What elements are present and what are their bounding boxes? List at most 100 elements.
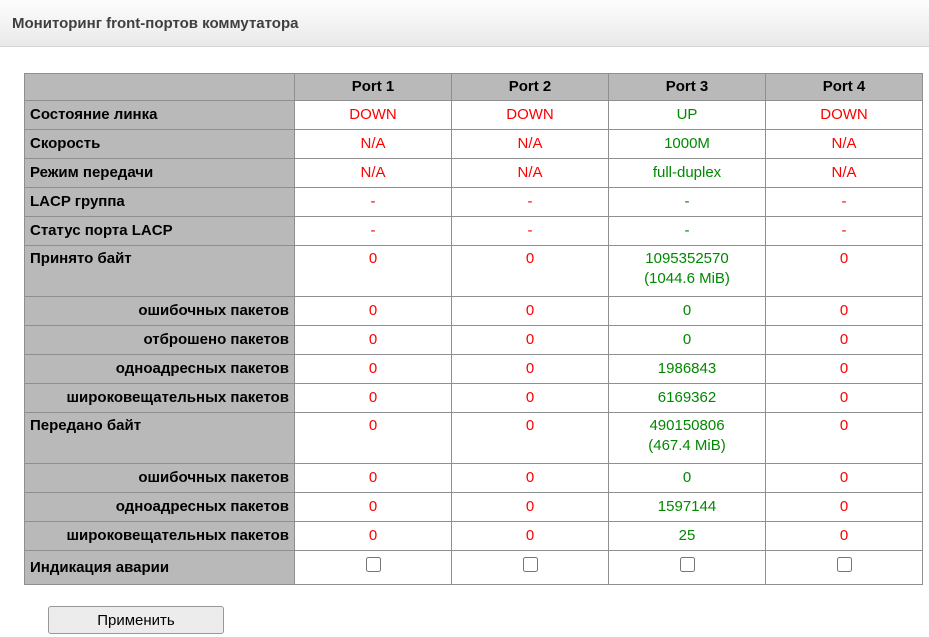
- rx-broadcast-port4: 0: [765, 383, 923, 413]
- table-row-link-state: Состояние линка DOWN DOWN UP DOWN: [24, 100, 923, 130]
- row-label-speed: Скорость: [24, 129, 295, 159]
- tx-bytes-port4: 0: [765, 412, 923, 464]
- tx-broadcast-port2: 0: [451, 521, 609, 551]
- table-row-duplex: Режим передачи N/A N/A full-duplex N/A: [24, 158, 923, 188]
- rx-broadcast-port3: 6169362: [608, 383, 766, 413]
- row-label-tx-error-packets: ошибочных пакетов: [24, 463, 295, 493]
- tx-errors-port4: 0: [765, 463, 923, 493]
- table-row-rx-dropped-packets: отброшено пакетов 0 0 0 0: [24, 325, 923, 355]
- alarm-cell-port1: [294, 550, 452, 585]
- rx-bytes-port2: 0: [451, 245, 609, 297]
- lacp-group-port2: -: [451, 187, 609, 217]
- speed-port4: N/A: [765, 129, 923, 159]
- speed-port1: N/A: [294, 129, 452, 159]
- duplex-port3: full-duplex: [608, 158, 766, 188]
- page-header: Мониторинг front-портов коммутатора: [0, 0, 929, 47]
- link-state-port1: DOWN: [294, 100, 452, 130]
- duplex-port2: N/A: [451, 158, 609, 188]
- row-label-lacp-group: LACP группа: [24, 187, 295, 217]
- tx-bytes-port1: 0: [294, 412, 452, 464]
- tx-broadcast-port1: 0: [294, 521, 452, 551]
- rx-errors-port2: 0: [451, 296, 609, 326]
- row-label-rx-unicast-packets: одноадресных пакетов: [24, 354, 295, 384]
- rx-dropped-port2: 0: [451, 325, 609, 355]
- lacp-status-port3: -: [608, 216, 766, 246]
- row-label-duplex: Режим передачи: [24, 158, 295, 188]
- table-row-rx-bytes: Принято байт 0 0 1095352570 (1044.6 MiB)…: [24, 245, 923, 297]
- lacp-group-port3: -: [608, 187, 766, 217]
- rx-errors-port1: 0: [294, 296, 452, 326]
- tx-errors-port2: 0: [451, 463, 609, 493]
- rx-broadcast-port1: 0: [294, 383, 452, 413]
- tx-broadcast-port4: 0: [765, 521, 923, 551]
- table-header-row: Port 1 Port 2 Port 3 Port 4: [24, 73, 923, 101]
- alarm-checkbox-port3[interactable]: [679, 557, 695, 572]
- table-row-tx-broadcast-packets: широковещательных пакетов 0 0 25 0: [24, 521, 923, 551]
- alarm-cell-port2: [451, 550, 609, 585]
- rx-unicast-port4: 0: [765, 354, 923, 384]
- row-label-link-state: Состояние линка: [24, 100, 295, 130]
- main-content: Port 1 Port 2 Port 3 Port 4 Состояние ли…: [0, 47, 929, 634]
- row-label-tx-broadcast-packets: широковещательных пакетов: [24, 521, 295, 551]
- duplex-port4: N/A: [765, 158, 923, 188]
- lacp-status-port4: -: [765, 216, 923, 246]
- table-row-rx-error-packets: ошибочных пакетов 0 0 0 0: [24, 296, 923, 326]
- rx-dropped-port1: 0: [294, 325, 452, 355]
- rx-bytes-port4: 0: [765, 245, 923, 297]
- rx-errors-port4: 0: [765, 296, 923, 326]
- table-row-tx-unicast-packets: одноадресных пакетов 0 0 1597144 0: [24, 492, 923, 522]
- tx-errors-port3: 0: [608, 463, 766, 493]
- table-row-rx-broadcast-packets: широковещательных пакетов 0 0 6169362 0: [24, 383, 923, 413]
- port2-header: Port 2: [451, 73, 609, 101]
- link-state-port3: UP: [608, 100, 766, 130]
- table-row-tx-bytes: Передано байт 0 0 490150806 (467.4 MiB) …: [24, 412, 923, 464]
- rx-bytes-port1: 0: [294, 245, 452, 297]
- tx-unicast-port4: 0: [765, 492, 923, 522]
- alarm-cell-port3: [608, 550, 766, 585]
- tx-unicast-port2: 0: [451, 492, 609, 522]
- rx-broadcast-port2: 0: [451, 383, 609, 413]
- port1-header: Port 1: [294, 73, 452, 101]
- row-label-tx-bytes: Передано байт: [24, 412, 295, 464]
- alarm-checkbox-port1[interactable]: [365, 557, 381, 572]
- table-row-speed: Скорость N/A N/A 1000M N/A: [24, 129, 923, 159]
- page-title: Мониторинг front-портов коммутатора: [12, 14, 299, 32]
- apply-button[interactable]: Применить: [48, 606, 224, 634]
- row-label-rx-bytes: Принято байт: [24, 245, 295, 297]
- tx-unicast-port3: 1597144: [608, 492, 766, 522]
- speed-port3: 1000M: [608, 129, 766, 159]
- corner-cell: [24, 73, 295, 101]
- rx-errors-port3: 0: [608, 296, 766, 326]
- table-row-tx-error-packets: ошибочных пакетов 0 0 0 0: [24, 463, 923, 493]
- lacp-status-port2: -: [451, 216, 609, 246]
- rx-unicast-port2: 0: [451, 354, 609, 384]
- row-label-alarm-indication: Индикация аварии: [24, 550, 295, 585]
- tx-bytes-port3: 490150806 (467.4 MiB): [608, 412, 766, 464]
- rx-unicast-port3: 1986843: [608, 354, 766, 384]
- port-monitoring-table: Port 1 Port 2 Port 3 Port 4 Состояние ли…: [24, 73, 923, 585]
- row-label-rx-broadcast-packets: широковещательных пакетов: [24, 383, 295, 413]
- tx-broadcast-port3: 25: [608, 521, 766, 551]
- duplex-port1: N/A: [294, 158, 452, 188]
- alarm-checkbox-port2[interactable]: [522, 557, 538, 572]
- tx-errors-port1: 0: [294, 463, 452, 493]
- alarm-checkbox-port4[interactable]: [836, 557, 852, 572]
- row-label-tx-unicast-packets: одноадресных пакетов: [24, 492, 295, 522]
- rx-bytes-port3: 1095352570 (1044.6 MiB): [608, 245, 766, 297]
- tx-bytes-port2: 0: [451, 412, 609, 464]
- lacp-group-port4: -: [765, 187, 923, 217]
- lacp-status-port1: -: [294, 216, 452, 246]
- link-state-port2: DOWN: [451, 100, 609, 130]
- row-label-rx-error-packets: ошибочных пакетов: [24, 296, 295, 326]
- rx-dropped-port3: 0: [608, 325, 766, 355]
- row-label-lacp-port-status: Статус порта LACP: [24, 216, 295, 246]
- table-row-rx-unicast-packets: одноадресных пакетов 0 0 1986843 0: [24, 354, 923, 384]
- speed-port2: N/A: [451, 129, 609, 159]
- link-state-port4: DOWN: [765, 100, 923, 130]
- rx-dropped-port4: 0: [765, 325, 923, 355]
- lacp-group-port1: -: [294, 187, 452, 217]
- port3-header: Port 3: [608, 73, 766, 101]
- table-row-alarm-indication: Индикация аварии: [24, 550, 923, 585]
- rx-unicast-port1: 0: [294, 354, 452, 384]
- row-label-rx-dropped-packets: отброшено пакетов: [24, 325, 295, 355]
